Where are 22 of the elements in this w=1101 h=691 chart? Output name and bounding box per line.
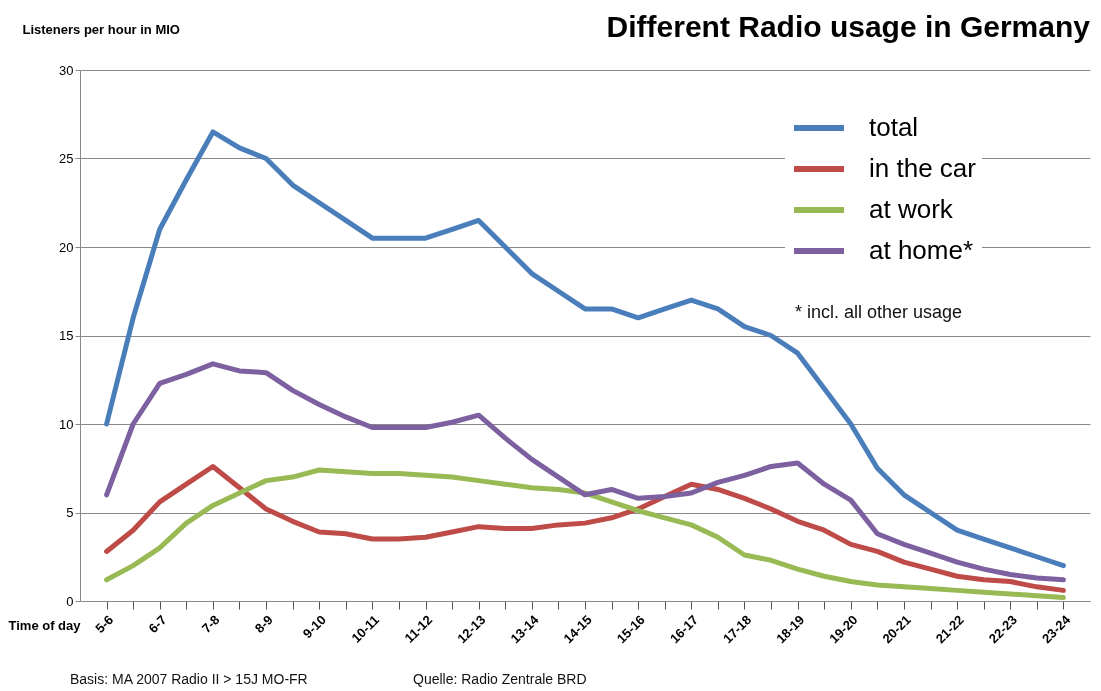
y-tick-label: 20: [59, 239, 74, 255]
annotation: * incl. all other usage: [795, 302, 963, 322]
x-tick-label: 7-8: [198, 612, 223, 636]
y-tick-label: 25: [59, 151, 74, 166]
y-tick-label: 0: [66, 593, 74, 609]
legend-label: at home*: [869, 235, 974, 265]
x-axis-title: Time of day: [8, 617, 82, 633]
x-tick-label: 6-7: [145, 612, 170, 636]
y-axis-title: Listeners per hour in MIO: [22, 21, 180, 37]
y-tick-label: 15: [59, 328, 74, 343]
source-note: Quelle: Radio Zentrale BRD: [413, 671, 587, 687]
x-tick-label: 8-9: [251, 612, 276, 636]
y-tick-label: 10: [59, 416, 74, 432]
x-tick-label: 9-10: [299, 612, 329, 642]
y-tick-label: 5: [66, 505, 74, 520]
legend-label: in the car: [869, 153, 977, 183]
chart-title: Different Radio usage in Germany: [606, 10, 1091, 43]
text: Basis: MA 2007 Radio II > 15J MO-FR: [70, 671, 308, 687]
y-tick-label: 30: [59, 62, 74, 78]
legend-label: total: [869, 112, 919, 142]
x-tick-label: 5-6: [92, 612, 117, 636]
legend-label: at work: [869, 194, 954, 224]
